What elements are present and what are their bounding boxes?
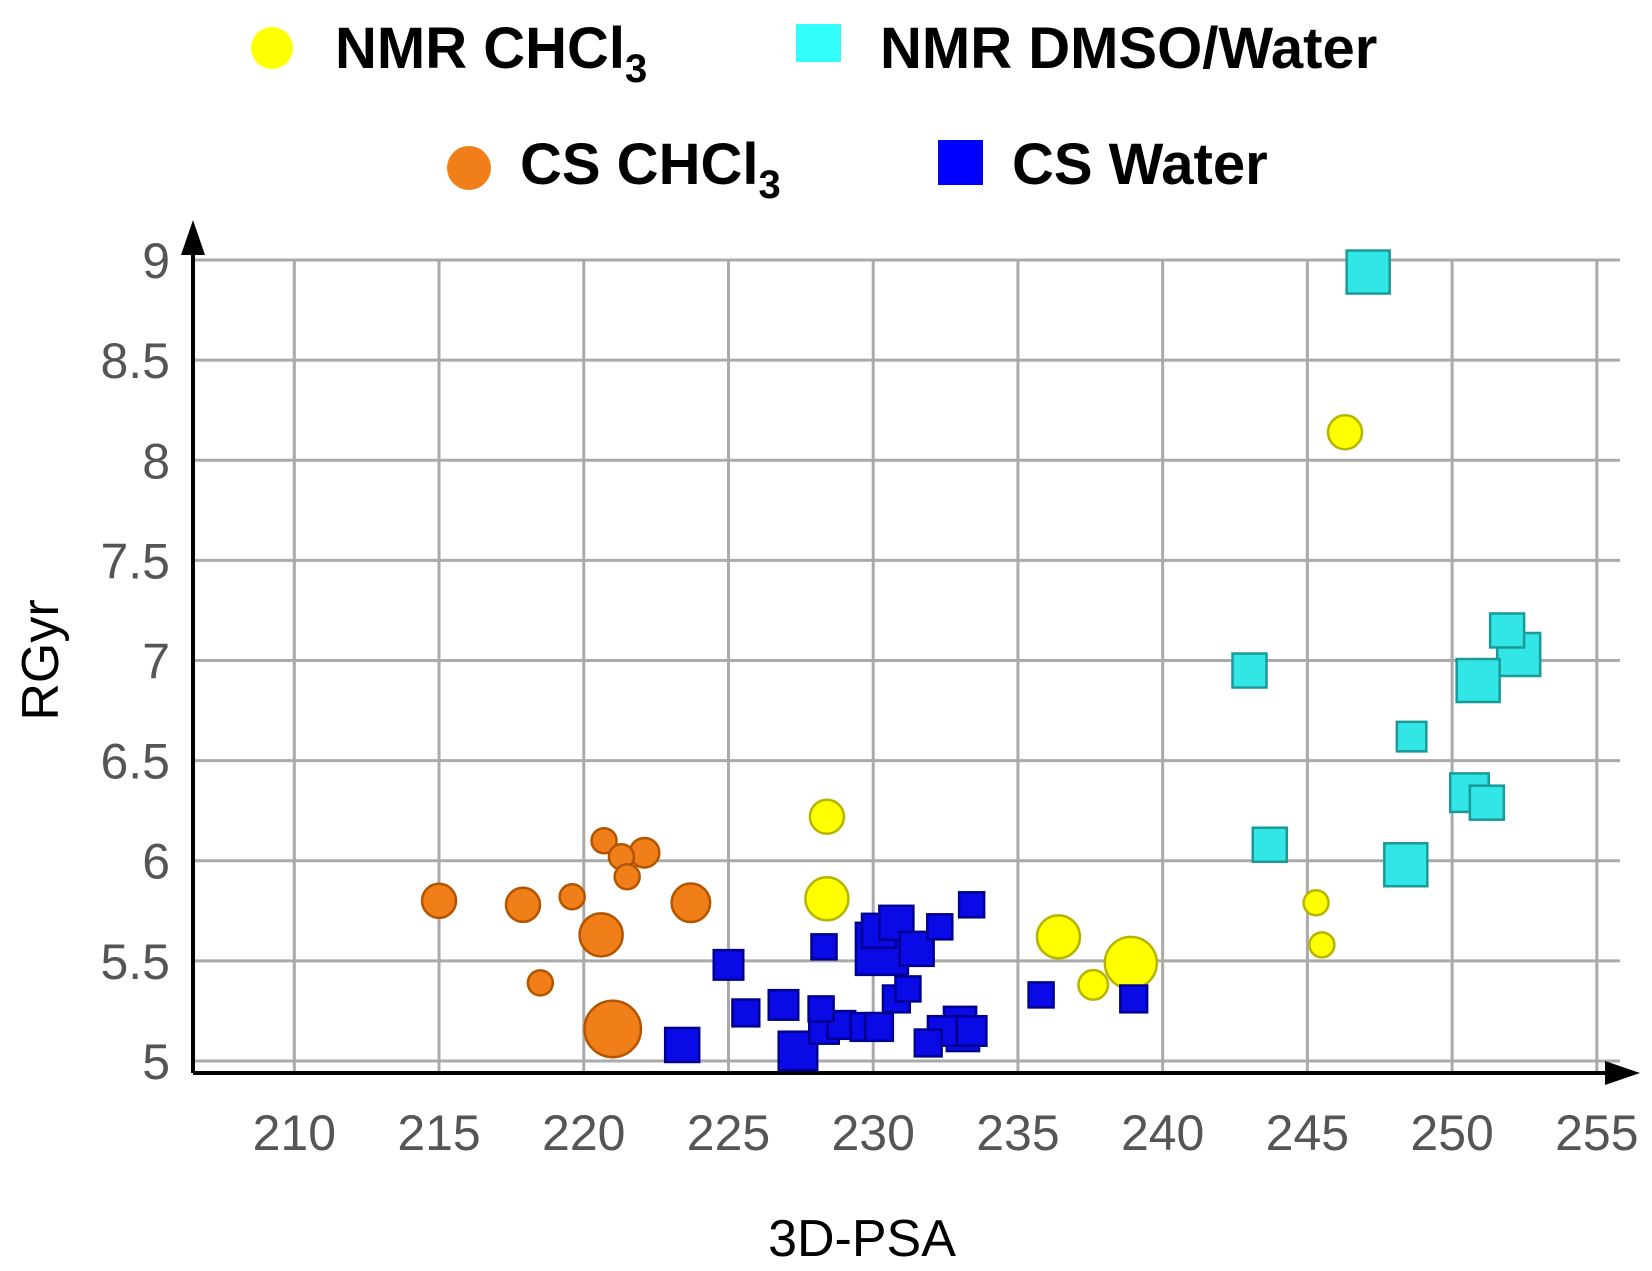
data-point	[1035, 914, 1082, 960]
data-point	[810, 933, 838, 961]
y-tick-label: 9	[142, 233, 170, 289]
data-point	[1395, 720, 1428, 753]
x-tick-label: 235	[976, 1105, 1059, 1161]
data-point	[590, 826, 618, 855]
data-point	[1383, 842, 1429, 888]
data-point	[767, 988, 800, 1021]
data-point	[670, 882, 712, 924]
data-point	[526, 969, 555, 997]
legend-marker-cs-chcl3	[447, 146, 491, 190]
data-point	[583, 999, 643, 1059]
data-point	[1455, 657, 1501, 704]
x-tick-label: 230	[831, 1105, 914, 1161]
data-point	[1345, 249, 1391, 295]
data-point	[1027, 981, 1055, 1009]
grid-layer	[193, 258, 1620, 1073]
data-point	[807, 995, 835, 1023]
x-tick-label: 250	[1410, 1105, 1493, 1161]
x-axis-arrow	[1605, 1061, 1640, 1085]
x-tick-label: 255	[1555, 1105, 1638, 1161]
legend-label-cs-chcl3: CS CHCl3	[520, 132, 781, 207]
legend-label-nmr-dmso-water: NMR DMSO/Water	[880, 16, 1377, 81]
x-tick-label: 240	[1121, 1105, 1204, 1161]
legend-marker-nmr-dmso-water	[796, 24, 841, 62]
data-point	[712, 948, 745, 981]
data-point	[926, 913, 954, 941]
y-tick-label: 6	[142, 834, 170, 890]
data-point	[957, 891, 986, 919]
y-tick-label: 5	[142, 1034, 170, 1090]
series-nmr-dmso-water	[1231, 249, 1542, 888]
x-tick-label: 210	[253, 1105, 336, 1161]
data-point	[1326, 413, 1364, 451]
y-axis-title: RGyr	[12, 599, 70, 720]
x-axis-title: 3D-PSA	[768, 1210, 956, 1268]
y-tick-label: 6.5	[100, 734, 170, 790]
x-tick-label: 225	[687, 1105, 770, 1161]
data-point	[863, 1011, 895, 1043]
data-points	[420, 249, 1542, 1072]
x-tick-label: 215	[397, 1105, 480, 1161]
y-tick-label: 7.5	[100, 533, 170, 589]
series-cs-water	[663, 891, 1149, 1072]
y-tick-label: 8	[142, 433, 170, 489]
data-point	[1302, 889, 1330, 917]
data-point	[1119, 984, 1149, 1014]
data-point	[955, 1014, 988, 1047]
data-point	[613, 863, 641, 891]
data-point	[1077, 968, 1110, 1001]
legend: NMR CHCl3 NMR DMSO/Water CS CHCl3 CS Wat…	[251, 16, 1377, 207]
data-point	[804, 876, 850, 922]
data-point	[663, 1026, 701, 1064]
data-point	[578, 912, 624, 958]
data-point	[1488, 612, 1526, 649]
data-point	[1231, 652, 1268, 689]
data-point	[558, 883, 586, 911]
x-tick-label: 245	[1266, 1105, 1349, 1161]
legend-label-nmr-chcl3: NMR CHCl3	[335, 16, 647, 91]
legend-marker-cs-water	[938, 140, 983, 185]
data-point	[420, 882, 458, 920]
series-nmr-chcl3	[804, 413, 1364, 1001]
y-tick-label: 7	[142, 634, 170, 690]
axis-layer	[181, 220, 1640, 1085]
data-point	[1308, 931, 1336, 959]
data-point	[504, 886, 542, 924]
data-point	[913, 1028, 943, 1058]
legend-marker-nmr-chcl3	[251, 27, 293, 69]
y-tick-label: 8.5	[100, 333, 170, 389]
data-point	[808, 798, 846, 835]
tick-labels: 210 215 220 225 230 235 240 245 250 255 5 5.5 6 6.5 7 7…	[100, 233, 1638, 1161]
data-point	[1251, 826, 1289, 863]
data-point	[1468, 784, 1506, 821]
data-point	[1103, 935, 1159, 991]
data-point	[731, 998, 761, 1028]
series-cs-chcl3	[420, 826, 712, 1059]
y-tick-label: 5.5	[100, 934, 170, 990]
x-tick-label: 220	[542, 1105, 625, 1161]
data-point	[894, 975, 922, 1003]
y-axis-arrow	[181, 220, 205, 255]
legend-label-cs-water: CS Water	[1012, 132, 1268, 197]
